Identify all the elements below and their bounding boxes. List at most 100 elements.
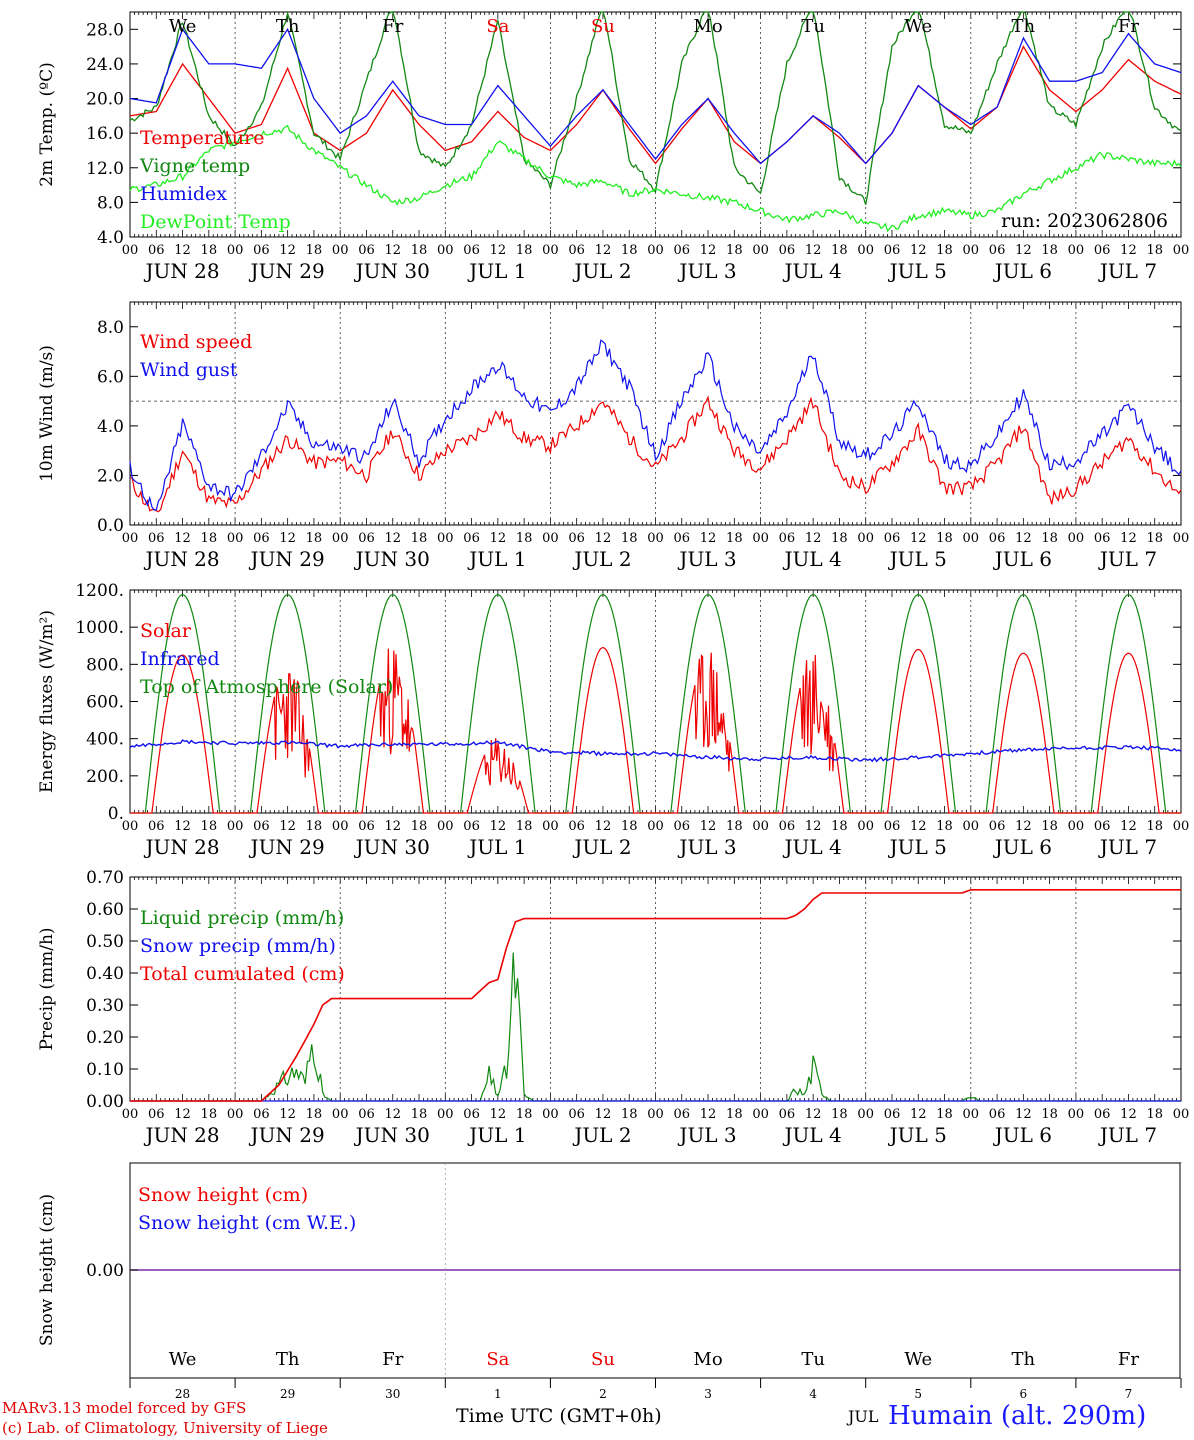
day-label: JUL 2	[572, 547, 631, 571]
hour-tick-label: 12	[279, 243, 296, 258]
day-label: JUN 29	[249, 259, 325, 283]
day-label: JUL 5	[888, 259, 947, 283]
hour-tick-label: 00	[1068, 819, 1085, 834]
legend-entry: Vigne temp	[139, 155, 250, 177]
day-number-label: 30	[385, 1387, 400, 1401]
y-tick-label: 2.0	[97, 466, 124, 486]
y-tick-label: 16.0	[86, 124, 124, 144]
y-tick-label: 12.0	[86, 159, 124, 179]
day-label: JUN 30	[354, 259, 430, 283]
day-label: JUN 28	[143, 259, 219, 283]
hour-tick-label: 18	[936, 243, 953, 258]
hour-tick-label: 06	[148, 819, 165, 834]
weekday-label: Tu	[801, 1349, 825, 1370]
hour-tick-label: 12	[279, 531, 296, 546]
hour-tick-label: 00	[647, 819, 664, 834]
day-number-label: 2	[599, 1387, 607, 1401]
y-axis-title: Precip (mm/h)	[37, 927, 57, 1050]
hour-tick-label: 06	[148, 531, 165, 546]
hour-tick-label: 06	[779, 819, 796, 834]
hour-tick-label: 06	[253, 243, 270, 258]
hour-tick-label: 06	[253, 819, 270, 834]
hour-tick-label: 12	[805, 1107, 822, 1122]
day-label: JUN 30	[354, 547, 430, 571]
hour-tick-label: 18	[411, 243, 428, 258]
hour-tick-label: 12	[1015, 243, 1032, 258]
hour-tick-label: 18	[1146, 819, 1163, 834]
legend-entry: Snow precip (mm/h)	[140, 935, 336, 957]
hour-tick-label: 12	[700, 531, 717, 546]
hour-tick-label: 12	[1120, 1107, 1137, 1122]
legend-entry: Snow height (cm)	[138, 1184, 308, 1206]
hour-tick-label: 00	[963, 1107, 980, 1122]
hour-tick-label: 12	[384, 1107, 401, 1122]
day-number-label: 5	[914, 1387, 922, 1401]
y-tick-label: 0.00	[86, 1261, 124, 1281]
hour-tick-label: 06	[568, 1107, 585, 1122]
series-line-wind-speed	[129, 395, 1182, 513]
hour-tick-label: 18	[1146, 243, 1163, 258]
hour-tick-label: 18	[621, 1107, 638, 1122]
weekday-label: Th	[276, 16, 300, 37]
hour-tick-label: 18	[516, 531, 533, 546]
hour-tick-label: 06	[674, 819, 691, 834]
hour-tick-label: 12	[174, 819, 191, 834]
day-label: JUL 4	[783, 547, 842, 571]
hour-tick-label: 00	[857, 819, 874, 834]
day-number-label: 28	[175, 1387, 190, 1401]
y-tick-label: 24.0	[86, 55, 124, 75]
y-tick-label: 1200.	[75, 581, 124, 601]
hour-tick-label: 00	[332, 531, 349, 546]
hour-tick-label: 18	[831, 531, 848, 546]
y-tick-label: 0.60	[86, 900, 124, 920]
day-label: JUL 6	[993, 547, 1052, 571]
hour-tick-label: 00	[122, 531, 139, 546]
hour-tick-label: 12	[1015, 1107, 1032, 1122]
series-line-infrared	[129, 739, 1182, 763]
series-line-humidex	[129, 27, 1182, 165]
hour-tick-label: 06	[884, 1107, 901, 1122]
weekday-label: Th	[276, 1349, 300, 1370]
day-label: JUN 30	[354, 835, 430, 859]
hour-tick-label: 18	[1041, 243, 1058, 258]
weekday-label: Fr	[1118, 1349, 1139, 1370]
legend-entry: Snow height (cm W.E.)	[138, 1212, 356, 1234]
hour-tick-label: 18	[831, 243, 848, 258]
y-tick-label: 0.0	[97, 516, 124, 536]
hour-tick-label: 06	[253, 531, 270, 546]
day-label: JUL 3	[677, 259, 736, 283]
day-label: JUL 5	[888, 547, 947, 571]
day-label: JUL 6	[993, 835, 1052, 859]
day-label: JUL 1	[467, 835, 526, 859]
day-label: JUL 6	[993, 1123, 1052, 1147]
hour-tick-label: 00	[122, 1107, 139, 1122]
hour-tick-label: 06	[779, 1107, 796, 1122]
day-label: JUL 3	[677, 835, 736, 859]
hour-tick-label: 12	[805, 819, 822, 834]
hour-tick-label: 06	[1094, 819, 1111, 834]
legend-entry: Total cumulated (cm)	[140, 963, 345, 985]
hour-tick-label: 06	[884, 819, 901, 834]
hour-tick-label: 18	[201, 243, 218, 258]
hour-tick-label: 18	[726, 1107, 743, 1122]
weekday-label: Sa	[486, 16, 509, 37]
hour-tick-label: 00	[542, 243, 559, 258]
day-label: JUL 7	[1098, 547, 1157, 571]
hour-tick-label: 12	[595, 531, 612, 546]
hour-tick-label: 00	[1173, 531, 1190, 546]
day-label: JUL 4	[783, 259, 842, 283]
day-label: JUL 7	[1098, 1123, 1157, 1147]
hour-tick-label: 12	[384, 243, 401, 258]
hour-tick-label: 06	[358, 819, 375, 834]
y-tick-label: 1000.	[75, 618, 124, 638]
hour-tick-label: 18	[831, 819, 848, 834]
y-tick-label: 0.30	[86, 996, 124, 1016]
weekday-label: Sa	[486, 1349, 509, 1370]
hour-tick-label: 18	[516, 819, 533, 834]
hour-tick-label: 00	[542, 819, 559, 834]
hour-tick-label: 12	[805, 243, 822, 258]
y-tick-label: 6.0	[97, 367, 124, 387]
hour-tick-label: 18	[516, 1107, 533, 1122]
hour-tick-label: 00	[647, 243, 664, 258]
